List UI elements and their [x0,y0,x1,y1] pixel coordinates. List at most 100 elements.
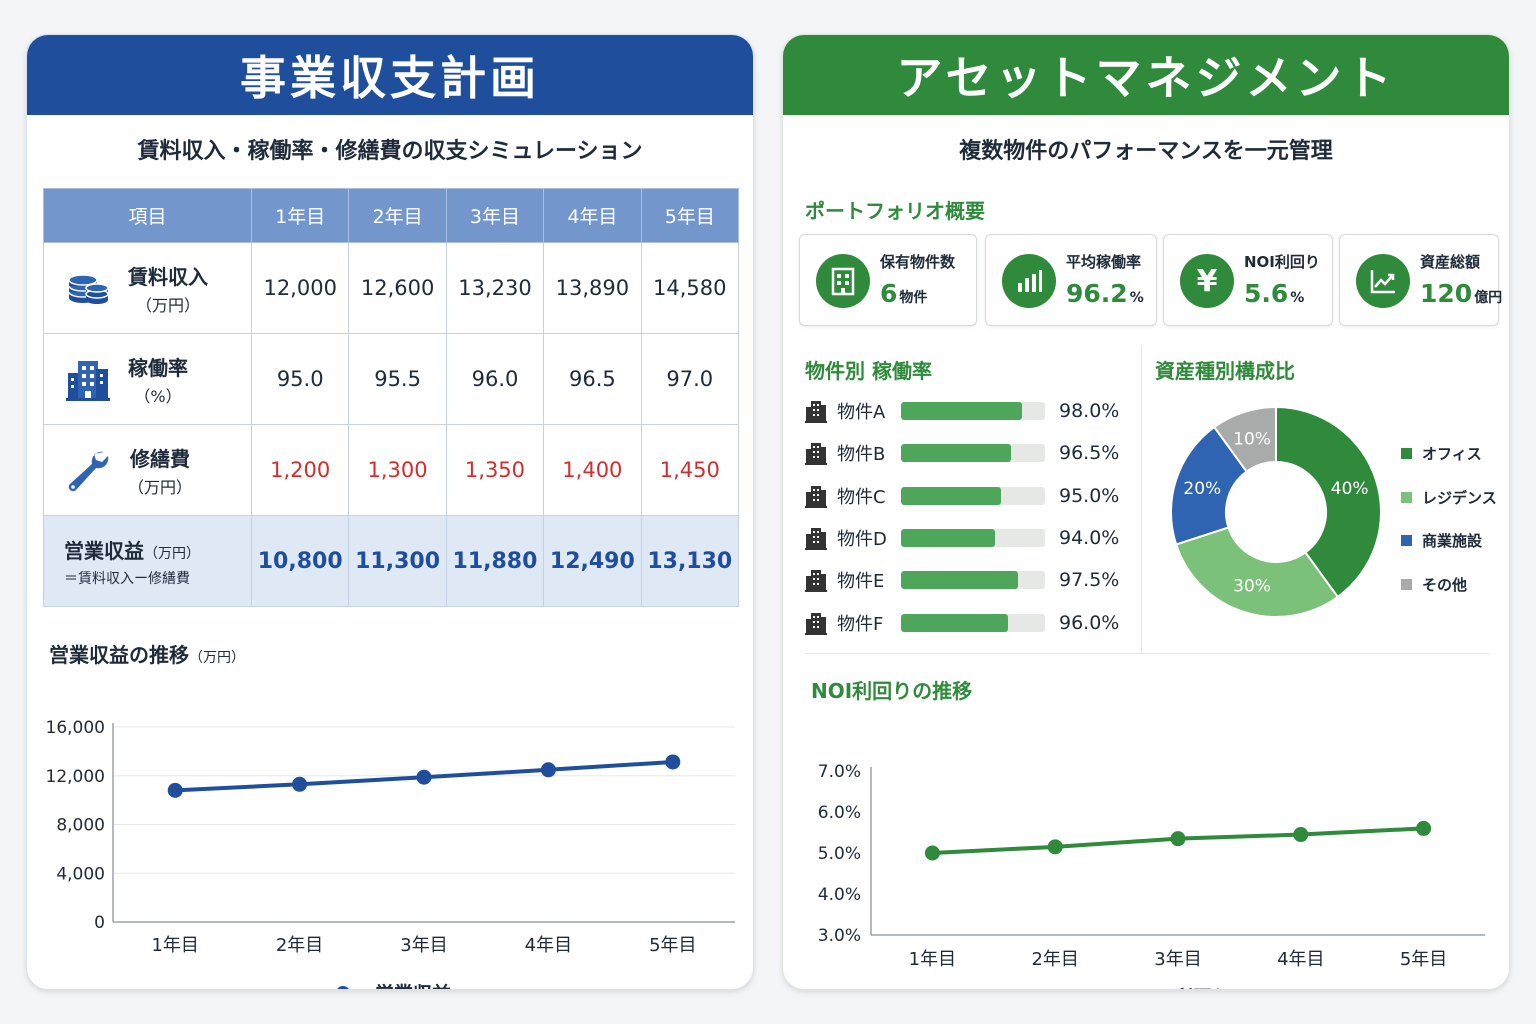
divider [805,653,1489,654]
occupancy-row: 物件B 96.5% [805,439,1135,467]
occupancy-value: 94.0% [1059,526,1120,549]
kpi-value: 120 億円 [1420,279,1502,308]
y-tick-label: 6.0% [818,803,861,823]
table-cell: 1,200 [250,424,350,516]
kpi-unit: 物件 [899,290,928,306]
row-label-cell: 賃料収入 （万円） [43,242,252,334]
table-cell: 96.5 [543,333,642,425]
y-tick-label: 3.0% [818,926,861,946]
data-point [924,845,940,861]
trend-icon [1356,254,1410,308]
business-plan-panel: 事業収支計画 賃料収入・稼働率・修繕費の収支シミュレーション 項目 1年目 2年… [26,34,754,990]
asset-management-title: アセットマネジメント [783,35,1509,115]
row-label-cell: 修繕費 （万円） [43,424,252,516]
table-cell: 1,400 [543,424,642,516]
y-tick-label: 4,000 [56,864,105,884]
kpi-value: 5.6% [1244,279,1304,308]
occupancy-bar [901,528,995,547]
x-tick-label: 4年目 [525,935,572,956]
occupancy-bar-track [901,613,1045,632]
building-icon [805,401,827,423]
occupancy-value: 95.0% [1059,484,1120,507]
table-cell: 11,300 [348,515,447,607]
donut-slice [1212,405,1277,473]
income-chart-title-unit: （万円） [189,650,245,666]
x-tick-label: 2年目 [1031,949,1078,970]
table-cell: 1,300 [348,424,447,516]
row-label: 営業収益 [64,538,144,563]
building-icon [805,527,827,550]
property-name: 物件F [837,613,884,635]
data-point [416,769,432,785]
x-tick-label: 3年目 [400,935,447,956]
building-icon [816,254,870,308]
kpi-value: 6 物件 [880,279,927,308]
kpi-label: 保有物件数 [880,253,956,271]
table-header: 1年目 [250,188,350,243]
business-plan-subtitle: 賃料収入・稼働率・修繕費の収支シミュレーション [137,139,643,164]
table-header: 4年目 [543,188,642,243]
legend-label: NOI利回り [1135,987,1231,990]
table-cell: 95.0 [250,333,350,425]
kpi-number: 120 [1420,279,1473,308]
row-unit: （万円） [135,295,200,315]
occupancy-row: 物件A 98.0% [805,397,1135,425]
occupancy-bar [901,571,1019,590]
kpi-unit: 億円 [1474,290,1503,306]
legend-label: その他 [1422,575,1468,594]
legend-label: 商業施設 [1422,532,1483,550]
occupancy-value: 97.5% [1059,569,1120,592]
legend-swatch [1401,448,1412,459]
building-icon [805,485,827,508]
y-tick-label: 16,000 [46,718,105,738]
table-cell: 12,490 [543,515,642,607]
occupancy-bar-track [901,571,1045,590]
table-row-operating-income: 営業収益（万円） ＝賃料収入ー修繕費 10,800 11,300 11,880 … [43,515,740,607]
donut-slice [1170,425,1249,546]
data-point [665,754,681,770]
table-cell: 96.0 [445,333,545,425]
occupancy-bar-track [901,486,1045,505]
income-chart-title: 営業収益の推移（万円） [49,639,245,668]
slice-label: 30% [1233,577,1271,597]
row-unit: （万円） [144,545,200,562]
legend-swatch [1401,491,1412,503]
asset-composition-donut-chart: 40% 30% 20% 10% [1170,405,1382,618]
business-plan-title: 事業収支計画 [27,35,753,115]
donut-slice [1174,526,1340,618]
kpi-card-occupancy: 平均稼働率 96.2% [985,234,1157,326]
wrench-icon [68,451,109,492]
table-cell: 14,580 [640,242,740,334]
row-unit: （%） [134,386,182,406]
kpi-unit: % [1129,290,1144,306]
noi-chart-title: NOI利回りの推移 [811,679,973,703]
composition-chart-title: 資産種別構成比 [1155,359,1295,383]
occupancy-bar-track [901,528,1045,547]
kpi-label: 資産総額 [1420,253,1481,271]
kpi-unit: % [1290,290,1305,306]
x-tick-label: 2年目 [276,935,323,956]
asset-management-subtitle: 複数物件のパフォーマンスを一元管理 [959,139,1333,164]
legend-marker [337,986,349,989]
legend-swatch [1401,578,1412,590]
occupancy-value: 98.0% [1059,400,1120,422]
row-label: 賃料収入 [128,264,208,289]
table-row-occupancy: 稼働率 （%） 95.0 95.5 96.0 96.5 97.0 [43,333,740,425]
legend-item: オフィス [1401,443,1482,464]
x-tick-label: 1年目 [909,949,956,970]
property-name: 物件B [837,444,886,466]
data-point [1293,827,1309,843]
revenue-table: 項目 1年目 2年目 3年目 4年目 5年目 [43,188,740,607]
slice-label: 20% [1183,479,1221,499]
occupancy-row: 物件E 97.5% [805,566,1135,594]
slice-label: 10% [1233,429,1271,449]
portfolio-title: ポートフォリオ概要 [805,199,985,223]
row-formula: ＝賃料収入ー修繕費 [64,570,190,587]
kpi-label: NOI利回り [1244,253,1320,271]
row-label: 稼働率 [128,355,188,380]
kpi-number: 96.2 [1066,279,1128,308]
occupancy-row: 物件F 96.0% [805,609,1135,637]
legend-label: レジデンス [1422,488,1497,507]
table-cell: 1,350 [445,424,545,516]
table-cell: 11,880 [445,515,545,607]
